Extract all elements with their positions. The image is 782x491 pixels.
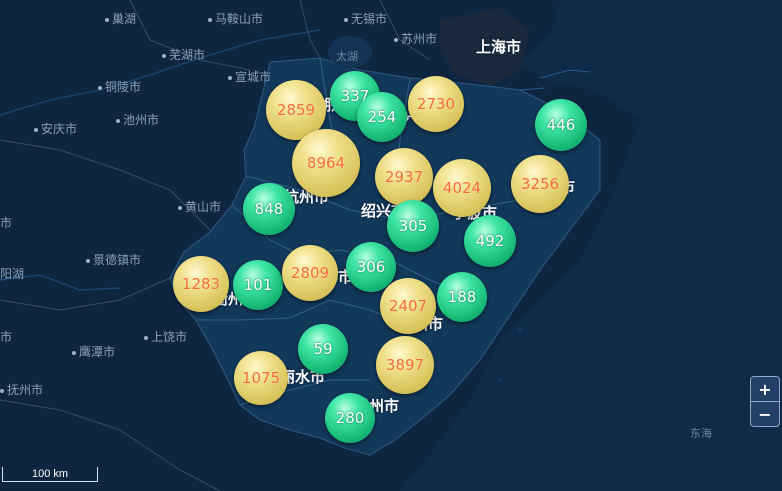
cluster-count: 1283 <box>181 275 221 293</box>
cluster-count: 8964 <box>306 154 346 172</box>
cluster-marker[interactable]: 2407 <box>380 278 436 334</box>
cluster-count: 188 <box>447 288 477 306</box>
cluster-count: 4024 <box>442 179 482 197</box>
cluster-count: 254 <box>367 108 397 126</box>
cluster-count: 2809 <box>290 264 330 282</box>
cluster-count: 2937 <box>384 168 424 186</box>
cluster-marker[interactable]: 3256 <box>511 155 569 213</box>
cluster-marker[interactable]: 280 <box>325 393 375 443</box>
cluster-count: 305 <box>398 217 428 235</box>
zoom-in-button[interactable]: + <box>751 377 779 402</box>
cluster-marker[interactable]: 8964 <box>292 129 360 197</box>
cluster-marker[interactable]: 2937 <box>375 148 433 206</box>
cluster-marker[interactable]: 2730 <box>408 76 464 132</box>
scale-label: 100 km <box>31 468 69 480</box>
zoom-out-button[interactable]: − <box>758 404 772 424</box>
zoom-control: + − <box>750 376 780 427</box>
cluster-count: 280 <box>335 409 365 427</box>
cluster-marker[interactable]: 4024 <box>433 159 491 217</box>
cluster-count: 101 <box>243 276 273 294</box>
cluster-marker[interactable]: 2809 <box>282 245 338 301</box>
cluster-marker[interactable]: 1075 <box>234 351 288 405</box>
scale-bar: 100 km <box>2 467 98 482</box>
cluster-count: 3897 <box>385 356 425 374</box>
cluster-count: 306 <box>356 258 386 276</box>
cluster-marker[interactable]: 188 <box>437 272 487 322</box>
cluster-marker[interactable]: 305 <box>387 200 439 252</box>
cluster-marker[interactable]: 254 <box>357 92 407 142</box>
cluster-count: 2407 <box>388 297 428 315</box>
cluster-marker[interactable]: 446 <box>535 99 587 151</box>
cluster-count: 492 <box>475 232 505 250</box>
cluster-count: 446 <box>546 116 576 134</box>
cluster-count: 1075 <box>241 369 281 387</box>
cluster-marker[interactable]: 492 <box>464 215 516 267</box>
cluster-marker[interactable]: 306 <box>346 242 396 292</box>
cluster-count: 848 <box>254 200 284 218</box>
cluster-marker[interactable]: 1283 <box>173 256 229 312</box>
cluster-count: 2730 <box>416 95 456 113</box>
cluster-count: 59 <box>313 340 333 358</box>
cluster-marker[interactable]: 3897 <box>376 336 434 394</box>
cluster-count: 3256 <box>520 175 560 193</box>
cluster-marker[interactable]: 59 <box>298 324 348 374</box>
cluster-count: 2859 <box>276 101 316 119</box>
cluster-marker[interactable]: 848 <box>243 183 295 235</box>
cluster-marker[interactable]: 101 <box>233 260 283 310</box>
